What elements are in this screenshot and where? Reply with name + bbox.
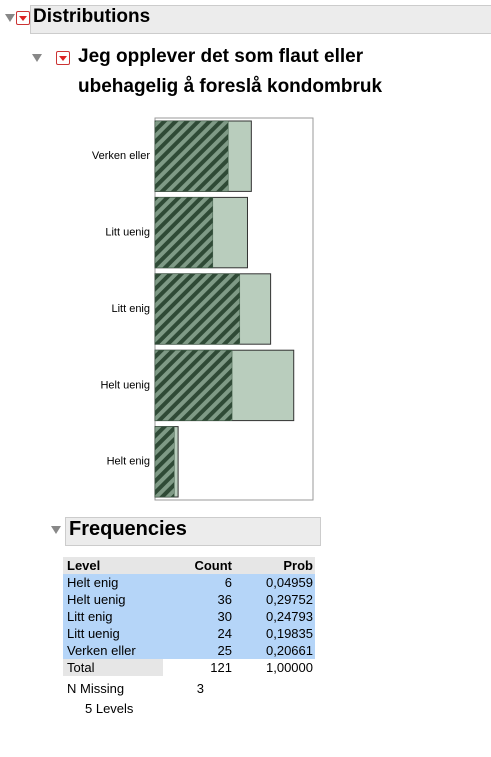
table-cell: Total: [67, 660, 95, 675]
header-bar: [30, 5, 491, 34]
disclosure[interactable]: [51, 526, 61, 534]
table-cell: 121: [210, 660, 232, 675]
table-cell: Litt uenig: [67, 626, 120, 641]
table-cell: 0,24793: [266, 609, 313, 624]
table-cell: 0,29752: [266, 592, 313, 607]
selected-bar: [154, 349, 233, 421]
table-cell: Helt uenig: [67, 592, 126, 607]
table-cell: N Missing: [67, 681, 125, 696]
table-cell: Verken eller: [67, 643, 136, 658]
category-label: Litt uenig: [105, 227, 150, 239]
table-cell: Prob: [283, 558, 313, 573]
category-label: Verken eller: [92, 150, 150, 162]
category-label: Litt enig: [111, 303, 150, 315]
row-bg: [63, 557, 315, 574]
table-cell: 0,04959: [266, 575, 313, 590]
table-cell: 0,19835: [266, 626, 313, 641]
disclosure[interactable]: [32, 54, 42, 62]
table-cell: 25: [217, 643, 232, 658]
table-cell: Count: [194, 558, 232, 573]
title: Distributions: [33, 6, 151, 27]
freq-title: Frequencies: [69, 518, 187, 540]
table-cell: 0,20661: [266, 643, 313, 658]
chart: Verken eller Litt uenig Litt enig Helt ueni…: [92, 117, 314, 501]
category-label: Helt uenig: [100, 379, 150, 391]
selected-bar: [154, 197, 214, 269]
table-cell: 24: [217, 626, 232, 641]
table-cell: Helt enig: [67, 575, 119, 590]
table-cell: 6: [224, 575, 232, 590]
freq-header: [65, 517, 321, 546]
menu-icon[interactable]: [56, 51, 70, 65]
selected-bar: [154, 426, 175, 498]
section-title: ubehagelig å foreslå kondombruk: [78, 76, 383, 97]
category-label: Helt enig: [107, 456, 150, 468]
table-cell: 36: [217, 592, 232, 607]
row-bg: [63, 659, 163, 676]
table-cell: 1,00000: [266, 660, 313, 675]
table-cell: 5 Levels: [85, 701, 134, 716]
table-cell: Level: [67, 558, 101, 573]
disclosure[interactable]: [5, 14, 15, 22]
row-bg: [63, 574, 315, 659]
section-title: Jeg opplever det som flaut eller: [78, 46, 364, 67]
table-cell: 30: [217, 609, 232, 624]
table-cell: 3: [196, 681, 204, 696]
table-cell: Litt enig: [67, 609, 113, 624]
selected-bar: [154, 273, 241, 345]
menu-icon[interactable]: [16, 11, 30, 25]
selected-bar: [154, 120, 229, 192]
